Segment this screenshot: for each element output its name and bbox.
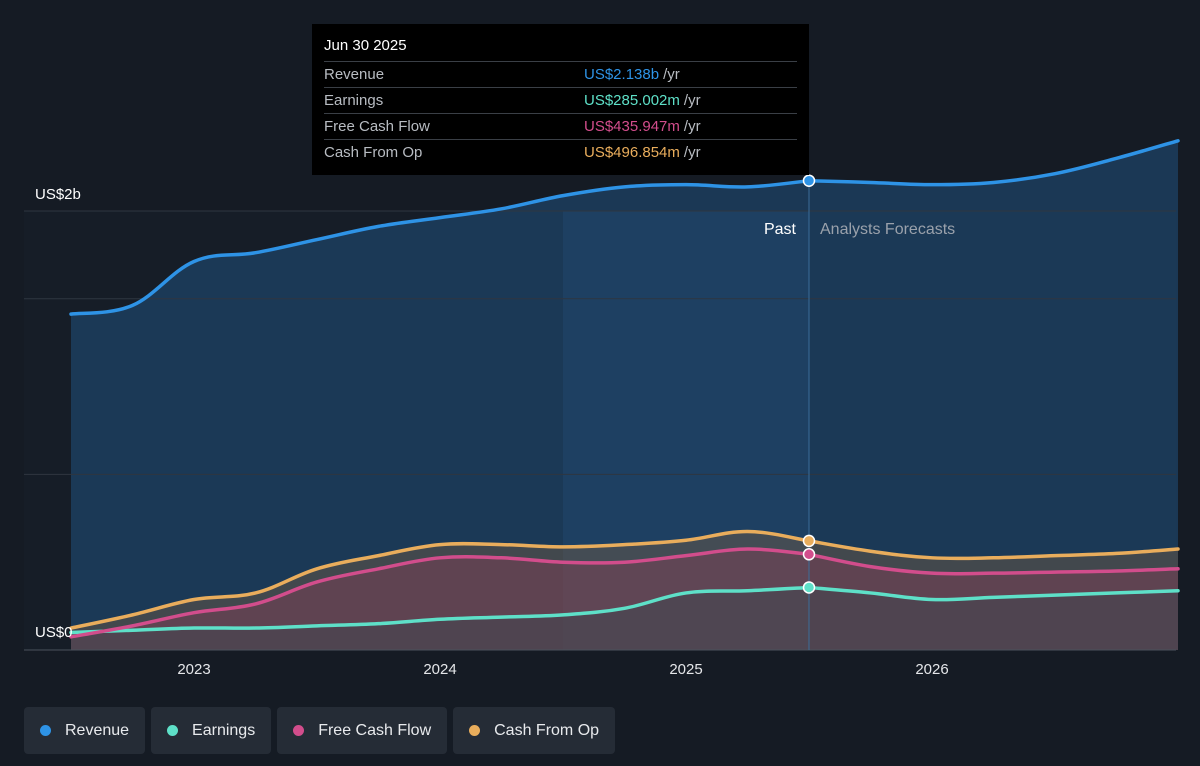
- series-line-forecast-free-cash-flow: [807, 552, 1180, 576]
- x-tick-label: 2024: [423, 661, 456, 678]
- y-axis-top-label: US$2b: [35, 186, 81, 203]
- series-area-revenue: [71, 140, 1178, 650]
- tooltip-row-free-cash-flow: Free Cash Flow US$435.947m /yr: [324, 113, 797, 139]
- tooltip-unit: /yr: [683, 118, 701, 135]
- series-line-forecast-earnings: [807, 585, 1180, 602]
- series-line-free-cash-flow: [69, 547, 811, 639]
- past-label: Past: [764, 221, 797, 238]
- tooltip-row-revenue: Revenue US$2.138b /yr: [324, 61, 797, 87]
- legend-label: Cash From Op: [494, 721, 600, 739]
- tooltip-unit: /yr: [683, 144, 701, 161]
- cash-from-op-dot-icon: [469, 725, 481, 736]
- earnings-dot-icon: [167, 725, 179, 736]
- legend-item-revenue[interactable]: Revenue: [24, 707, 146, 754]
- legend-label: Free Cash Flow: [318, 721, 432, 739]
- tooltip-label: Free Cash Flow: [324, 118, 430, 135]
- tooltip-row-earnings: Earnings US$285.002m /yr: [324, 87, 797, 113]
- series-line-forecast-cash-from-op: [807, 539, 1180, 561]
- series-line-cash-from-op: [69, 529, 811, 630]
- tooltip: Jun 30 2025 Revenue US$2.138b /yr Earnin…: [312, 24, 809, 175]
- tooltip-row-cash-from-op: Cash From Op US$496.854m /yr: [324, 139, 797, 165]
- legend-item-cash-from-op[interactable]: Cash From Op: [453, 707, 616, 754]
- tooltip-value: US$285.002m: [584, 92, 680, 109]
- tooltip-unit: /yr: [663, 66, 680, 83]
- free-cash-flow-dot-icon: [293, 725, 305, 736]
- legend-label: Revenue: [65, 721, 130, 739]
- legend-item-free-cash-flow[interactable]: Free Cash Flow: [277, 707, 448, 754]
- y-axis-bottom-label: US$0: [35, 624, 73, 641]
- tooltip-label: Revenue: [324, 66, 385, 83]
- x-tick-label: 2025: [669, 661, 702, 678]
- x-tick-label: 2023: [177, 661, 210, 678]
- legend-item-earnings[interactable]: Earnings: [151, 707, 272, 754]
- legend: Revenue Earnings Free Cash Flow Cash Fro…: [24, 707, 616, 754]
- series-area-earnings: [71, 587, 1178, 650]
- series-marker-earnings: [802, 581, 816, 594]
- series-area-cash-from-op: [71, 531, 1178, 650]
- tooltip-label: Earnings: [324, 92, 384, 109]
- series-marker-cash-from-op: [802, 534, 816, 548]
- tooltip-value: US$435.947m: [584, 118, 680, 135]
- x-tick-label: 2026: [915, 661, 948, 678]
- tooltip-value: US$496.854m: [584, 144, 680, 161]
- series-marker-free-cash-flow: [802, 548, 816, 561]
- series-line-revenue: [69, 178, 811, 316]
- tooltip-value: US$2.138b: [584, 66, 660, 83]
- series-marker-revenue: [802, 174, 816, 187]
- forecast-label: Analysts Forecasts: [820, 221, 955, 238]
- series-line-earnings: [69, 585, 811, 635]
- tooltip-date: Jun 30 2025: [324, 37, 407, 54]
- tooltip-label: Cash From Op: [324, 144, 423, 161]
- series-line-forecast-revenue: [807, 139, 1180, 187]
- revenue-dot-icon: [40, 725, 51, 736]
- legend-label: Earnings: [192, 721, 256, 739]
- tooltip-unit: /yr: [683, 92, 701, 109]
